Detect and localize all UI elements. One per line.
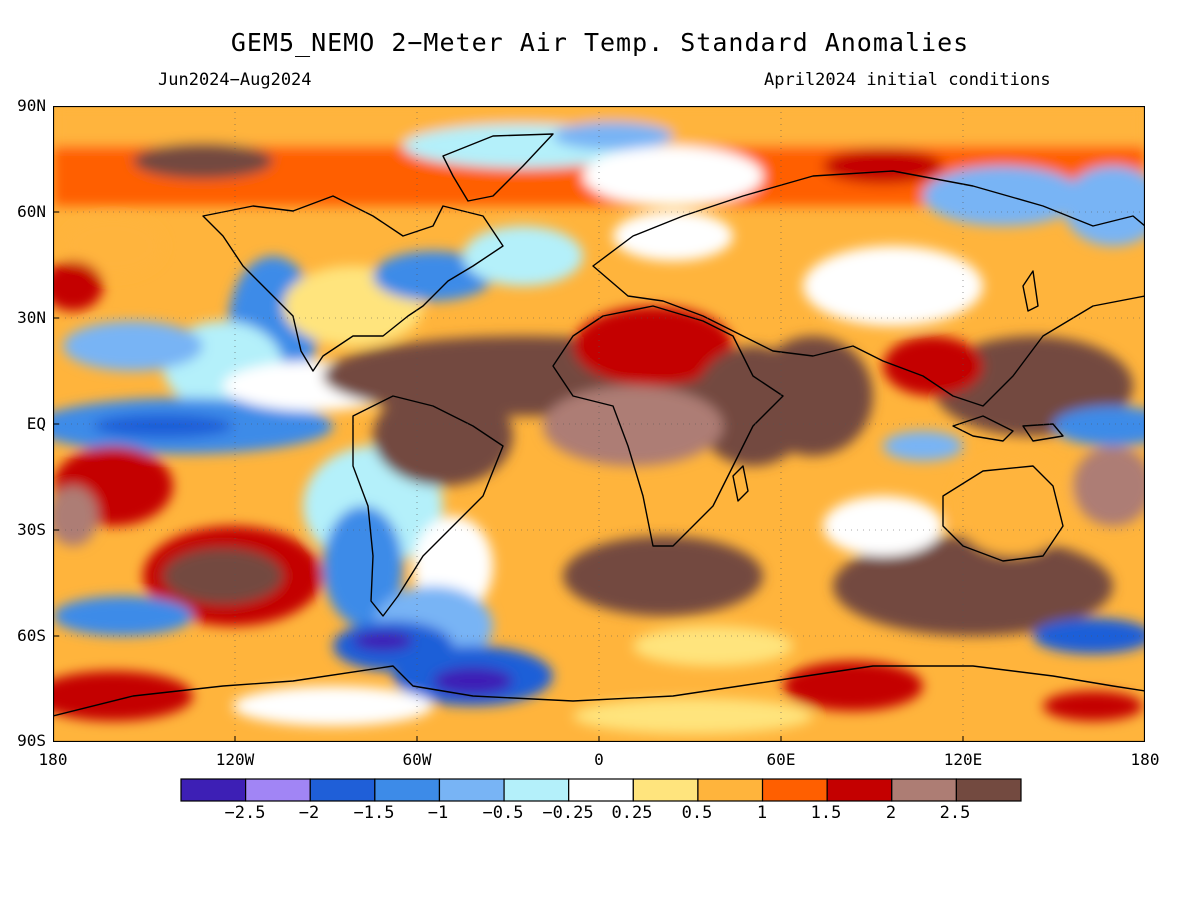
legend-swatch xyxy=(374,778,441,802)
legend-label: 1.5 xyxy=(810,803,842,823)
lon-label: 0 xyxy=(594,750,604,769)
legend-colorbar xyxy=(180,778,1022,802)
legend-swatch xyxy=(309,778,376,802)
anomaly-map xyxy=(53,106,1145,742)
map-title: GEM5_NEMO 2−Meter Air Temp. Standard Ano… xyxy=(230,28,970,57)
legend-label: −1 xyxy=(427,803,449,823)
axis-ticks xyxy=(53,211,964,742)
lon-label: 120E xyxy=(943,750,983,769)
legend-swatch xyxy=(761,778,828,802)
legend-swatch xyxy=(632,778,699,802)
legend-label: 0.5 xyxy=(681,803,713,823)
legend-label: 2 xyxy=(885,803,897,823)
legend-swatch xyxy=(503,778,570,802)
legend-label: 0.25 xyxy=(611,803,653,823)
legend-swatch xyxy=(180,778,247,802)
legend-swatch xyxy=(697,778,764,802)
lat-label: 90S xyxy=(17,731,46,750)
legend-label: 2.5 xyxy=(939,803,971,823)
legend-label: −0.5 xyxy=(482,803,524,823)
lat-label: EQ xyxy=(26,414,46,433)
legend-label: −2.5 xyxy=(224,803,266,823)
lon-label: 180 xyxy=(1130,750,1160,769)
lat-label: 30N xyxy=(17,308,46,327)
legend-label: −2 xyxy=(298,803,320,823)
legend-swatch xyxy=(955,778,1022,802)
legend-label: −0.25 xyxy=(542,803,594,823)
initial-conditions-subtitle: April2024 initial conditions xyxy=(764,70,1051,90)
lon-label: 60E xyxy=(766,750,796,769)
lat-label: 60S xyxy=(17,626,46,645)
legend-swatch xyxy=(568,778,634,802)
season-subtitle: Jun2024−Aug2024 xyxy=(158,70,312,90)
legend-swatch xyxy=(245,778,311,802)
legend-label: −1.5 xyxy=(353,803,395,823)
lon-label: 120W xyxy=(215,750,255,769)
lat-label: 60N xyxy=(17,202,46,221)
legend-swatch xyxy=(826,778,893,802)
lon-label: 180 xyxy=(38,750,68,769)
lon-label: 60W xyxy=(402,750,432,769)
legend-swatch xyxy=(438,778,505,802)
coastlines xyxy=(53,133,1145,717)
legend-label: 1 xyxy=(756,803,768,823)
lat-label: 30S xyxy=(17,520,46,539)
lat-label: 90N xyxy=(17,96,46,115)
graticule xyxy=(53,106,1145,742)
legend-swatch xyxy=(891,778,957,802)
